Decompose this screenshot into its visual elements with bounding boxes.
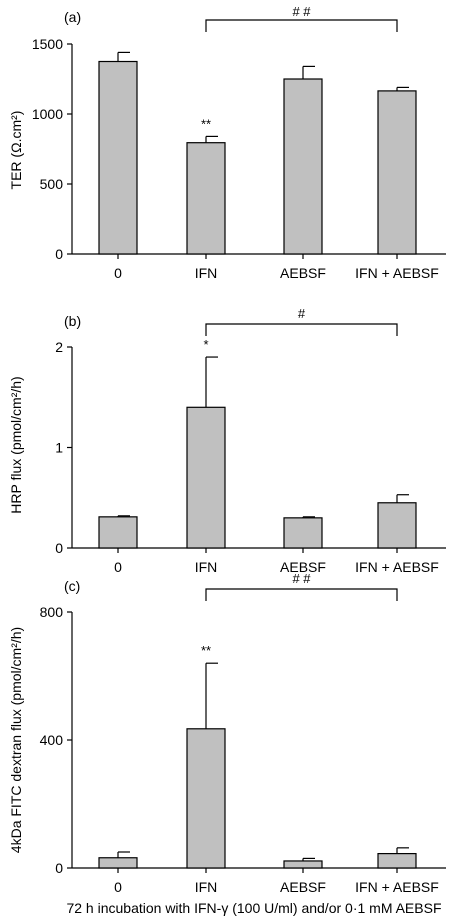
panel-b-y-tick-label: 1 (55, 440, 63, 456)
panel-c-y-axis-label: 4kDa FITC dextran flux (pmol/cm²/h) (8, 627, 24, 853)
panel-b-significance-1: * (203, 337, 208, 352)
panel-c-category-label-0: 0 (114, 879, 122, 895)
panel-b-bar-2 (283, 517, 323, 549)
panel-a-bar-2 (283, 78, 323, 255)
panel-b-category-label-0: 0 (114, 559, 122, 575)
panel-c-bracket-label: # # (292, 571, 311, 586)
panel-a-category-label-2: AEBSF (280, 265, 326, 281)
panel-b-bar-3 (377, 502, 417, 549)
panel-a-y-tick-label: 500 (40, 176, 64, 192)
panel-c-label: (c) (64, 578, 80, 594)
panel-b-comparison-bracket (205, 323, 398, 336)
panel-c-y-tick-label: 0 (55, 860, 63, 876)
panel-c-bar-0 (98, 857, 138, 869)
panel-c-comparison-bracket (205, 588, 398, 601)
panel-b-category-label-3: IFN + AEBSF (355, 559, 439, 575)
panel-a-category-label-0: 0 (114, 265, 122, 281)
panel-b-bracket-label: # (298, 306, 306, 321)
panel-c-bar-2 (283, 860, 323, 869)
panel-a-bar-1 (186, 142, 226, 255)
panel-b-y-tick-label: 0 (55, 540, 63, 556)
panel-b-category-label-2: AEBSF (280, 559, 326, 575)
panel-a-y-axis-label: TER (Ω.cm²) (8, 111, 24, 190)
panel-a-y-tick-label: 0 (55, 246, 63, 262)
x-axis-label: 72 h incubation with IFN-γ (100 U/ml) an… (66, 900, 441, 916)
panel-c-category-label-3: IFN + AEBSF (355, 879, 439, 895)
panel-a-label: (a) (64, 9, 81, 25)
panel-b-bar-1 (186, 406, 226, 549)
panel-a-bracket-label: # # (292, 4, 311, 19)
panel-a-category-label-1: IFN (195, 265, 218, 281)
panel-c-category-label-1: IFN (195, 879, 218, 895)
panel-b-label: (b) (64, 313, 81, 329)
panel-a-y-tick-label: 1500 (32, 36, 63, 52)
panel-b-bar-0 (98, 516, 138, 549)
panel-a-bar-3 (377, 90, 417, 255)
panel-c-bar-3 (377, 852, 417, 869)
panel-b-category-label-1: IFN (195, 559, 218, 575)
panel-b-y-tick-label: 2 (55, 339, 63, 355)
panel-b-y-axis-label: HRP flux (pmol/cm²/h) (8, 376, 24, 513)
panel-a-y-tick-label: 1000 (32, 106, 63, 122)
panel-c-category-label-2: AEBSF (280, 879, 326, 895)
panel-a-comparison-bracket (205, 19, 398, 32)
panel-c-y-tick-label: 400 (40, 732, 64, 748)
panel-a-bar-0 (98, 60, 138, 255)
panel-a-category-label-3: IFN + AEBSF (355, 265, 439, 281)
panel-c-y-tick-label: 800 (40, 604, 64, 620)
panel-a-significance-1: ** (201, 116, 211, 131)
panel-c-significance-1: ** (201, 643, 211, 658)
panel-c-bar-1 (186, 728, 226, 869)
